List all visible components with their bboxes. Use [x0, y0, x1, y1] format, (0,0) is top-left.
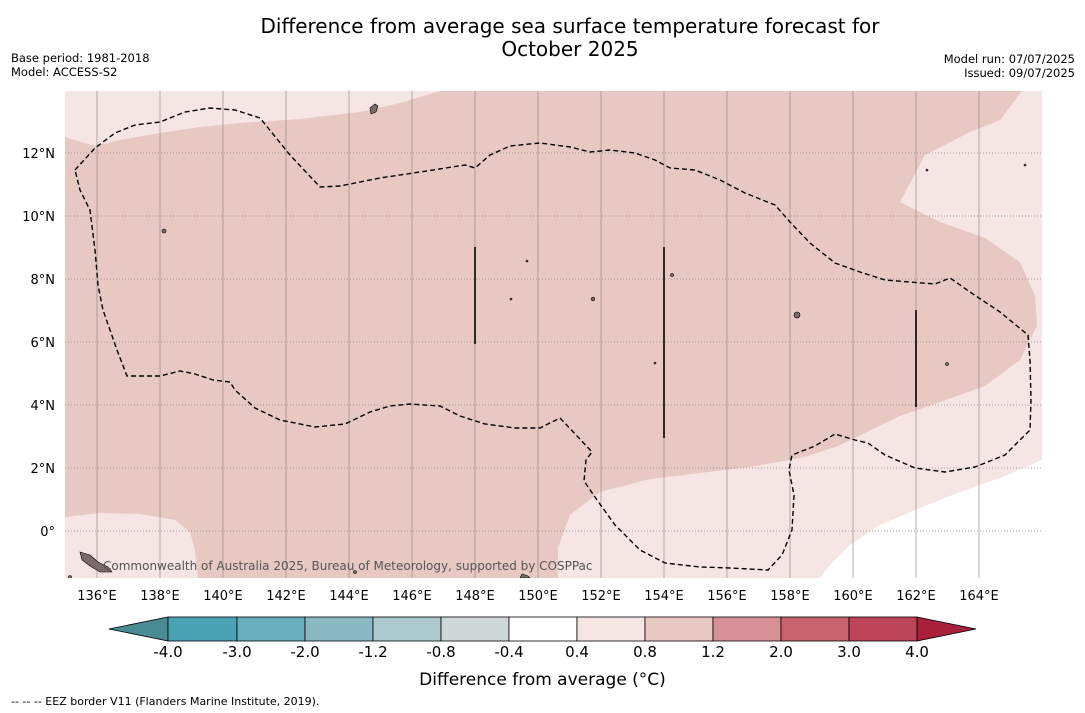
colorbar-tick-label: 2.0	[769, 643, 793, 661]
colorbar-segment	[508, 616, 578, 642]
colorbar-segment	[576, 616, 646, 642]
latitude-tick-label: 4°N	[31, 399, 56, 414]
eez-segments	[474, 247, 917, 438]
colorbar-segment	[712, 616, 782, 642]
metadata-left: Base period: 1981-2018 Model: ACCESS-S2	[11, 51, 150, 79]
colorbar-tick-label: -4.0	[153, 643, 183, 661]
colorbar-tick-label: 4.0	[905, 643, 929, 661]
colorbar	[108, 616, 977, 642]
metadata-right: Model run: 07/07/2025 Issued: 09/07/2025	[944, 52, 1075, 80]
colorbar-segment	[848, 616, 918, 642]
longitude-tick-label: 156°E	[707, 589, 747, 604]
colorbar-tick-label: -0.4	[494, 643, 524, 661]
colorbar-segment	[780, 616, 850, 642]
colorbar-extend-high	[916, 616, 977, 642]
colorbar-tick-label: -2.0	[290, 643, 320, 661]
base-period: Base period: 1981-2018	[11, 51, 150, 65]
colorbar-tick-label: -0.8	[426, 643, 456, 661]
longitude-tick-label: 158°E	[770, 589, 810, 604]
neutral-fill-southeast	[820, 460, 1042, 578]
longitude-tick-label: 148°E	[455, 589, 495, 604]
latitude-tick-label: 0°	[40, 525, 55, 540]
colorbar-segment	[167, 616, 238, 642]
colorbar-segment	[644, 616, 714, 642]
colorbar-tick-label: 1.2	[701, 643, 725, 661]
colorbar-segment	[304, 616, 374, 642]
longitude-tick-label: 164°E	[959, 589, 999, 604]
colorbar-segment	[372, 616, 442, 642]
chart-title-line2: October 2025	[501, 37, 639, 61]
colorbar-tick-label: 0.8	[633, 643, 657, 661]
colorbar-extend-low	[108, 616, 169, 642]
colorbar-tick-label: 3.0	[837, 643, 861, 661]
eez-border	[74, 107, 1032, 571]
longitude-tick-label: 152°E	[581, 589, 621, 604]
colorbar-tick-label: -1.2	[358, 643, 388, 661]
colorbar-tick-label: -3.0	[222, 643, 252, 661]
longitude-tick-label: 142°E	[266, 589, 306, 604]
longitude-tick-label: 154°E	[644, 589, 684, 604]
issued-date: Issued: 09/07/2025	[964, 66, 1075, 80]
colorbar-title: Difference from average (°C)	[419, 670, 666, 690]
longitude-tick-label: 146°E	[392, 589, 432, 604]
chart-title-line1: Difference from average sea surface temp…	[260, 14, 880, 38]
longitude-tick-label: 138°E	[140, 589, 180, 604]
longitude-tick-labels: 136°E 138°E 140°E 142°E 144°E 146°E 148°E 150°E…	[77, 589, 999, 604]
colorbar-segment	[236, 616, 306, 642]
latitude-tick-label: 8°N	[31, 273, 56, 288]
latitude-tick-labels: 12°N 10°N 8°N 6°N 4°N 2°N 0°	[22, 147, 55, 540]
colorbar-segment	[440, 616, 510, 642]
latitude-tick-label: 10°N	[22, 210, 55, 225]
copyright-notice: Commonwealth of Australia 2025, Bureau o…	[103, 559, 593, 573]
longitude-tick-label: 150°E	[518, 589, 558, 604]
anomaly-fill-north	[65, 91, 440, 146]
islands	[68, 103, 1027, 578]
longitude-tick-label: 144°E	[329, 589, 369, 604]
latitude-tick-label: 2°N	[31, 462, 56, 477]
latitude-tick-label: 12°N	[22, 147, 55, 162]
latitude-tick-label: 6°N	[31, 336, 56, 351]
model-run: Model run: 07/07/2025	[943, 52, 1075, 66]
map-area: Commonwealth of Australia 2025, Bureau o…	[65, 91, 1042, 578]
longitude-tick-label: 160°E	[833, 589, 873, 604]
model-name: Model: ACCESS-S2	[11, 65, 118, 79]
anomaly-fill-southeast	[558, 91, 1042, 578]
eez-footnote: -- -- -- EEZ border V11 (Flanders Marine…	[11, 695, 320, 708]
longitude-tick-label: 140°E	[203, 589, 243, 604]
latitude-gridlines	[65, 152, 1042, 532]
longitude-tick-label: 136°E	[77, 589, 117, 604]
colorbar-tick-label: 0.4	[565, 643, 589, 661]
longitude-tick-label: 162°E	[896, 589, 936, 604]
